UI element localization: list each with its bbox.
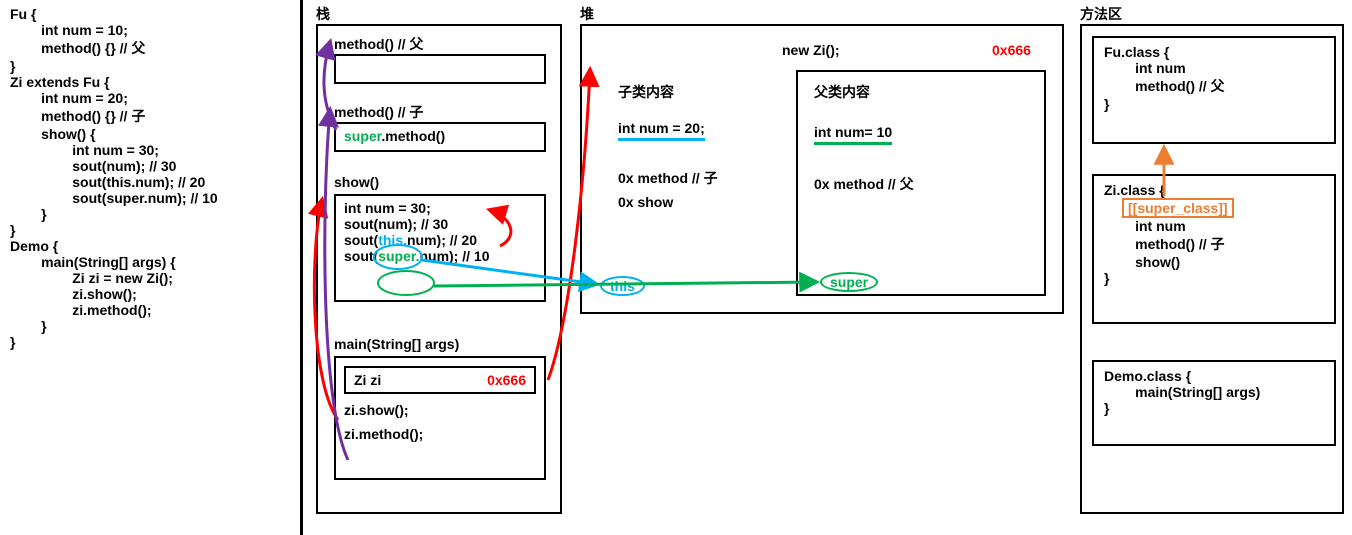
stack-frame-method-zi-label: method() // 子 bbox=[334, 102, 423, 122]
zizi-box: Zi zi 0x666 bbox=[344, 366, 536, 394]
code-line: Demo { bbox=[10, 238, 218, 254]
zi-class-line: Zi.class { bbox=[1104, 182, 1324, 198]
zi-super-class: [[super_class]] bbox=[1122, 198, 1234, 218]
main-line: zi.show(); bbox=[344, 402, 536, 418]
code-line: Zi zi = new Zi(); bbox=[10, 270, 218, 286]
heap-parent-num: int num= 10 bbox=[814, 124, 892, 145]
heap-parent-method: 0x method // 父 bbox=[814, 174, 914, 194]
fu-class-line: Fu.class { bbox=[1104, 44, 1324, 60]
fu-class-line: method() // 父 bbox=[1104, 76, 1324, 96]
code-line: } bbox=[10, 318, 218, 334]
main-line: zi.method(); bbox=[344, 426, 536, 442]
heap-newzi: new Zi(); bbox=[782, 42, 840, 58]
stack-frame-method-fu-box bbox=[334, 54, 546, 84]
code-line: sout(this.num); // 20 bbox=[10, 174, 218, 190]
vertical-divider bbox=[300, 0, 303, 535]
this-label: this bbox=[600, 276, 645, 296]
code-line: method() {} // 父 bbox=[10, 38, 218, 58]
code-line: int num = 20; bbox=[10, 90, 218, 106]
code-listing: Fu { int num = 10; method() {} // 父 } Zi… bbox=[10, 6, 218, 350]
zi-class-box: Zi.class { [[super_class]] int num metho… bbox=[1092, 174, 1336, 324]
code-line: int num = 10; bbox=[10, 22, 218, 38]
heap-addr: 0x666 bbox=[992, 42, 1031, 58]
heap-child-method: 0x method // 子 bbox=[618, 168, 718, 188]
show-line-super: sout(super.num); // 10 bbox=[344, 248, 536, 264]
super-keyword: super bbox=[344, 128, 381, 144]
stack-frame-method-fu-label: method() // 父 bbox=[334, 34, 423, 54]
stack-box: method() // 父 method() // 子 super.method… bbox=[316, 24, 562, 514]
demo-class-line: main(String[] args) bbox=[1104, 384, 1324, 400]
stack-frame-show-box: int num = 30; sout(num); // 30 sout(this… bbox=[334, 194, 546, 302]
stack-frame-show-label: show() bbox=[334, 174, 379, 190]
code-line: sout(num); // 30 bbox=[10, 158, 218, 174]
zi-class-line: method() // 子 bbox=[1104, 234, 1324, 254]
code-line: sout(super.num); // 10 bbox=[10, 190, 218, 206]
code-line: main(String[] args) { bbox=[10, 254, 218, 270]
zi-class-line: int num bbox=[1104, 218, 1324, 234]
text: .method() bbox=[381, 128, 445, 144]
zi-class-line: show() bbox=[1104, 254, 1324, 270]
heap-child-title: 子类内容 bbox=[618, 82, 674, 102]
heap-child-show: 0x show bbox=[618, 194, 673, 210]
stack-title: 栈 bbox=[316, 4, 330, 24]
fu-class-box: Fu.class { int num method() // 父 } bbox=[1092, 36, 1336, 144]
code-line: int num = 30; bbox=[10, 142, 218, 158]
demo-class-box: Demo.class { main(String[] args) } bbox=[1092, 360, 1336, 446]
fu-class-line: } bbox=[1104, 96, 1324, 112]
heap-box: new Zi(); 0x666 子类内容 int num = 20; 0x me… bbox=[580, 24, 1064, 314]
heap-title: 堆 bbox=[580, 4, 594, 24]
zi-class-line: } bbox=[1104, 270, 1324, 286]
code-line: zi.method(); bbox=[10, 302, 218, 318]
code-line: } bbox=[10, 334, 218, 350]
code-line: Fu { bbox=[10, 6, 218, 22]
code-line: Zi extends Fu { bbox=[10, 74, 218, 90]
heap-child-num: int num = 20; bbox=[618, 120, 705, 141]
stack-frame-main-box: Zi zi 0x666 zi.show(); zi.method(); bbox=[334, 356, 546, 480]
code-line: } bbox=[10, 222, 218, 238]
code-line: } bbox=[10, 206, 218, 222]
code-line: method() {} // 子 bbox=[10, 106, 218, 126]
methodarea-title: 方法区 bbox=[1080, 4, 1122, 24]
super-label: super bbox=[820, 272, 878, 292]
code-line: zi.show(); bbox=[10, 286, 218, 302]
heap-parent-box: 父类内容 int num= 10 0x method // 父 bbox=[796, 70, 1046, 296]
zizi-var: Zi zi bbox=[354, 372, 381, 388]
fu-class-line: int num bbox=[1104, 60, 1324, 76]
code-line: } bbox=[10, 58, 218, 74]
stack-frame-main-label: main(String[] args) bbox=[334, 336, 459, 352]
show-line-this: sout(this.num); // 20 bbox=[344, 232, 536, 248]
zizi-addr: 0x666 bbox=[487, 372, 526, 388]
methodarea-box: Fu.class { int num method() // 父 } Zi.cl… bbox=[1080, 24, 1344, 514]
show-line: sout(num); // 30 bbox=[344, 216, 536, 232]
heap-parent-title: 父类内容 bbox=[814, 82, 870, 102]
demo-class-line: } bbox=[1104, 400, 1324, 416]
demo-class-line: Demo.class { bbox=[1104, 368, 1324, 384]
code-line: show() { bbox=[10, 126, 218, 142]
show-line: int num = 30; bbox=[344, 200, 536, 216]
stack-frame-method-zi-box: super.method() bbox=[334, 122, 546, 152]
